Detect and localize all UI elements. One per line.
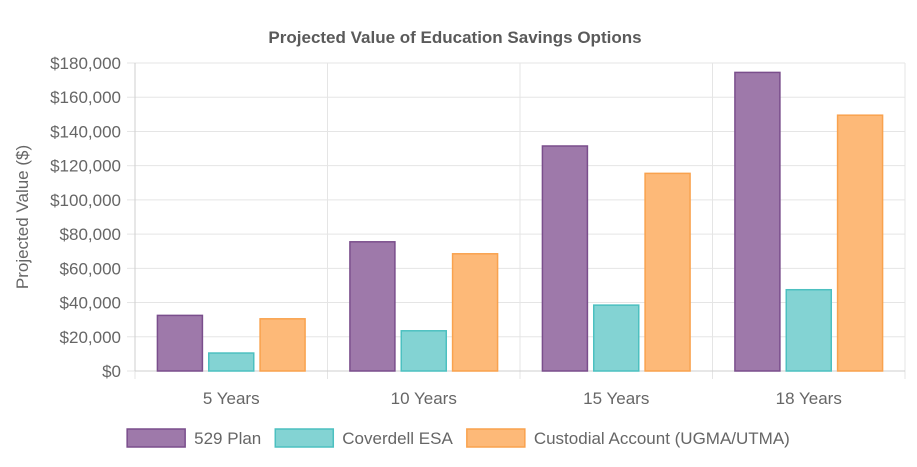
- y-tick-label: $140,000: [50, 122, 121, 141]
- bar[interactable]: [451, 253, 499, 372]
- bar[interactable]: [541, 145, 589, 372]
- x-tick-label: 15 Years: [583, 389, 649, 408]
- x-axis-ticks: 5 Years 10 Years 15 Years 18 Years: [203, 389, 842, 408]
- bar[interactable]: [644, 172, 691, 372]
- x-tick-label: 5 Years: [203, 389, 260, 408]
- bar[interactable]: [785, 288, 832, 372]
- legend-swatch: [126, 428, 186, 448]
- legend-label: Custodial Account (UGMA/UTMA): [534, 429, 790, 448]
- bar[interactable]: [836, 114, 884, 372]
- legend-swatch: [466, 428, 526, 448]
- y-tick-label: $100,000: [50, 191, 121, 210]
- bar[interactable]: [208, 352, 255, 372]
- y-tick-label: $160,000: [50, 88, 121, 107]
- chart-title: Projected Value of Education Savings Opt…: [268, 28, 641, 47]
- bar[interactable]: [734, 71, 781, 372]
- legend: 529 Plan Coverdell ESA Custodial Account (…: [126, 428, 790, 448]
- legend-label: Coverdell ESA: [342, 429, 453, 448]
- bar[interactable]: [400, 330, 447, 372]
- bar[interactable]: [259, 318, 306, 372]
- bar[interactable]: [593, 304, 640, 372]
- y-tick-label: $40,000: [60, 294, 121, 313]
- legend-item[interactable]: Custodial Account (UGMA/UTMA): [466, 428, 790, 448]
- legend-item[interactable]: 529 Plan: [126, 428, 261, 448]
- y-tick-label: $0: [102, 362, 121, 381]
- y-axis-ticks: $0 $20,000 $40,000 $60,000 $80,000 $100,000 $1…: [50, 54, 121, 381]
- legend-item[interactable]: Coverdell ESA: [274, 428, 453, 448]
- legend-label: 529 Plan: [194, 429, 261, 448]
- legend-swatch: [274, 428, 335, 448]
- x-tick-label: 10 Years: [391, 389, 457, 408]
- y-tick-label: $80,000: [60, 225, 121, 244]
- y-tick-label: $20,000: [60, 328, 121, 347]
- bar[interactable]: [349, 241, 396, 372]
- y-tick-label: $180,000: [50, 54, 121, 73]
- y-tick-label: $60,000: [60, 259, 121, 278]
- y-axis-label: Projected Value ($): [13, 145, 32, 289]
- bars: [156, 71, 884, 372]
- bar[interactable]: [156, 314, 204, 372]
- x-tick-label: 18 Years: [776, 389, 842, 408]
- y-tick-label: $120,000: [50, 157, 121, 176]
